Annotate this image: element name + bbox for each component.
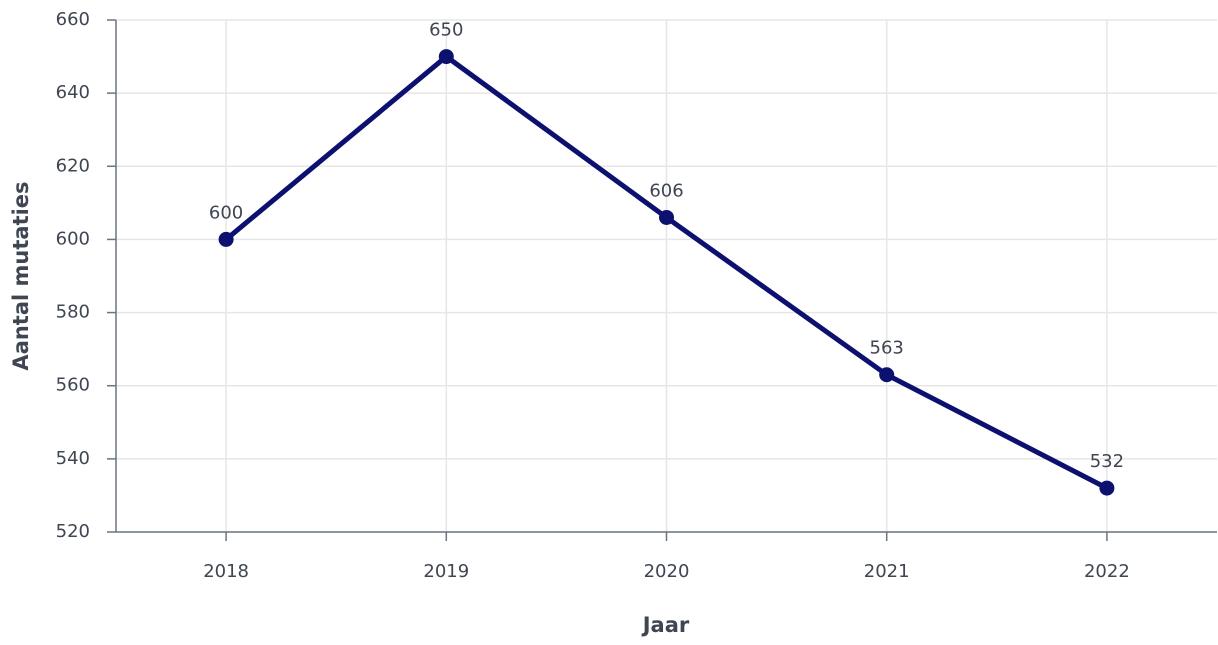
x-tick-label: 2020	[644, 561, 690, 582]
data-label: 563	[870, 338, 904, 359]
x-axis-title: Jaar	[641, 613, 690, 637]
y-tick-label: 620	[56, 155, 90, 176]
y-tick-label: 580	[56, 302, 90, 323]
y-tick-label: 540	[56, 448, 90, 469]
point	[438, 49, 454, 65]
y-axis-title: Aantal mutaties	[9, 181, 33, 370]
data-label: 532	[1090, 451, 1124, 472]
y-tick-label: 520	[56, 521, 90, 542]
data-label: 600	[209, 202, 243, 223]
x-tick-label: 2021	[864, 561, 910, 582]
point	[1099, 480, 1115, 496]
point	[879, 367, 895, 383]
x-tick-label: 2018	[203, 561, 249, 582]
point	[218, 231, 234, 247]
data-label: 650	[429, 20, 463, 41]
data-label: 606	[649, 180, 683, 201]
x-tick-label: 2022	[1084, 561, 1130, 582]
y-tick-label: 600	[56, 228, 90, 249]
y-tick-label: 660	[56, 9, 90, 30]
x-tick-label: 2019	[423, 561, 469, 582]
y-tick-label: 560	[56, 375, 90, 396]
point	[659, 209, 674, 225]
y-tick-label: 640	[56, 82, 90, 103]
